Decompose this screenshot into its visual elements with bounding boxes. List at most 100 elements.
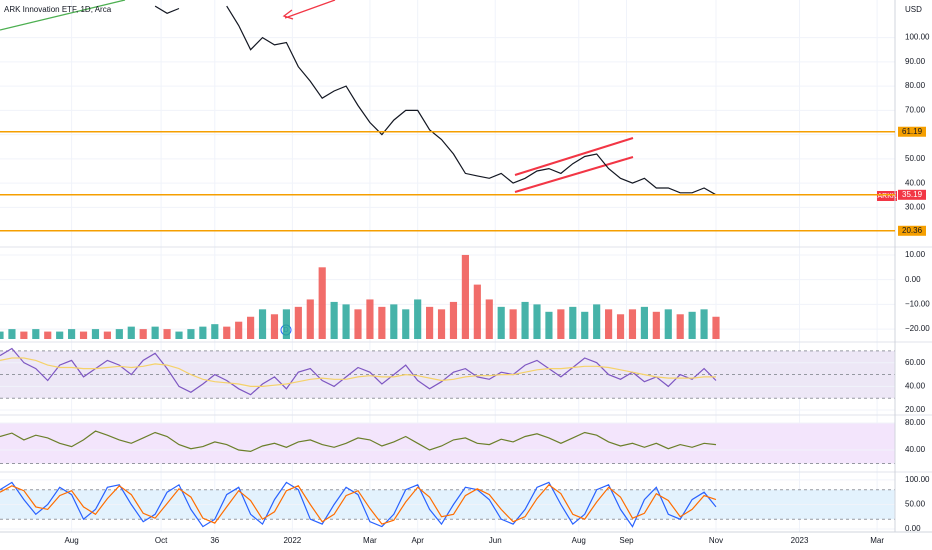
volume-bar xyxy=(712,316,720,339)
symbol-label: ARKK xyxy=(877,193,896,200)
volume-bar xyxy=(20,331,28,339)
volume-bar xyxy=(616,314,625,339)
y-tick-label: 0.00 xyxy=(905,275,921,284)
series-line xyxy=(0,430,717,453)
volume-bar xyxy=(223,326,231,339)
series-line xyxy=(0,347,717,396)
volume-bar xyxy=(605,309,613,339)
y-tick-label: 100.00 xyxy=(905,475,930,484)
x-tick-label: 36 xyxy=(210,536,219,545)
volume-bar xyxy=(509,309,517,339)
volume-bar xyxy=(342,304,350,339)
volume-bar xyxy=(426,306,434,339)
x-tick-label: Mar xyxy=(870,536,884,545)
series-line xyxy=(154,5,717,196)
y-tick-label: 40.00 xyxy=(905,381,926,390)
volume-bar xyxy=(581,311,589,339)
volume-bar xyxy=(163,329,171,339)
y-tick-label: 0.00 xyxy=(905,524,921,533)
volume-bar xyxy=(235,321,243,339)
volume-bar xyxy=(628,309,637,339)
volume-bar xyxy=(664,309,672,339)
x-tick-label: 2023 xyxy=(791,536,809,545)
volume-bar xyxy=(700,309,708,339)
volume-bar xyxy=(414,299,422,339)
volume-bar xyxy=(294,306,302,339)
arrow-head xyxy=(282,9,294,20)
volume-bar xyxy=(473,284,481,339)
volume-bar xyxy=(449,301,458,339)
volume-bar xyxy=(139,329,147,339)
volume-bar xyxy=(557,309,565,339)
chart-title: ARK Innovation ETF, 1D, Arca xyxy=(4,5,112,14)
volume-bar xyxy=(115,329,123,339)
y-tick-label: 40.00 xyxy=(905,445,926,454)
arrow-line xyxy=(284,0,336,19)
y-tick-label: 60.00 xyxy=(905,358,926,367)
level-label: 20.36 xyxy=(902,226,923,235)
y-tick-label: 70.00 xyxy=(905,105,926,114)
y-tick-label: 90.00 xyxy=(905,57,926,66)
volume-bar xyxy=(56,331,64,339)
x-tick-label: Sep xyxy=(619,536,634,545)
x-tick-label: Apr xyxy=(411,536,424,545)
volume-bar xyxy=(461,254,469,339)
volume-bar xyxy=(187,329,195,339)
volume-bar xyxy=(330,301,338,339)
volume-bar xyxy=(68,329,76,339)
volume-bar xyxy=(569,306,577,339)
y-tick-label: 100.00 xyxy=(905,33,930,42)
volume-bar xyxy=(521,301,529,339)
y-tick-label: 50.00 xyxy=(905,500,926,509)
level-label: 35.19 xyxy=(902,190,923,199)
y-tick-label: 80.00 xyxy=(905,81,926,90)
volume-bar xyxy=(497,306,505,339)
volume-bar xyxy=(175,331,183,339)
volume-bar xyxy=(390,304,398,339)
volume-bar xyxy=(688,311,696,339)
symbol-tag xyxy=(877,191,897,201)
x-tick-label: Aug xyxy=(64,536,78,545)
level-tag xyxy=(898,189,926,200)
volume-bar xyxy=(127,326,135,339)
y-tick-label: 30.00 xyxy=(905,203,926,212)
volume-bar xyxy=(676,314,684,339)
level-label: 61.19 xyxy=(902,127,923,136)
channel-line xyxy=(514,156,634,193)
volume-bar xyxy=(282,309,290,339)
volume-bar xyxy=(533,304,541,339)
y-tick-label: 10.00 xyxy=(905,250,926,259)
currency: USD xyxy=(905,5,922,14)
volume-bar xyxy=(545,311,553,339)
x-tick-label: Jun xyxy=(489,536,502,545)
volume-bar xyxy=(258,309,267,339)
volume-bar xyxy=(354,309,362,339)
volume-bar xyxy=(270,314,279,339)
volume-bar xyxy=(91,329,100,339)
volume-bar xyxy=(44,331,52,339)
level-tag xyxy=(898,126,926,137)
x-tick-label: Nov xyxy=(709,536,723,545)
volume-bar xyxy=(79,331,88,339)
series-line xyxy=(0,483,717,525)
x-tick-label: 2022 xyxy=(283,536,301,545)
volume-bar xyxy=(378,306,386,339)
volume-bar xyxy=(247,316,255,339)
volume-bar xyxy=(318,267,326,339)
y-tick-label: −10.00 xyxy=(905,299,930,308)
volume-bar xyxy=(211,324,219,339)
volume-bar xyxy=(32,329,40,339)
series-line xyxy=(0,357,716,387)
channel-line xyxy=(514,137,634,176)
volume-bar xyxy=(437,309,446,339)
y-tick-label: 80.00 xyxy=(905,418,926,427)
x-tick-label: Aug xyxy=(572,536,586,545)
x-tick-label: Oct xyxy=(155,536,168,545)
volume-bar xyxy=(485,299,493,339)
volume-bar xyxy=(199,326,207,339)
x-tick-label: Mar xyxy=(363,536,377,545)
volume-bar xyxy=(0,331,4,339)
y-tick-label: 20.00 xyxy=(905,405,926,414)
volume-bar xyxy=(652,311,660,339)
volume-bar xyxy=(103,331,111,339)
